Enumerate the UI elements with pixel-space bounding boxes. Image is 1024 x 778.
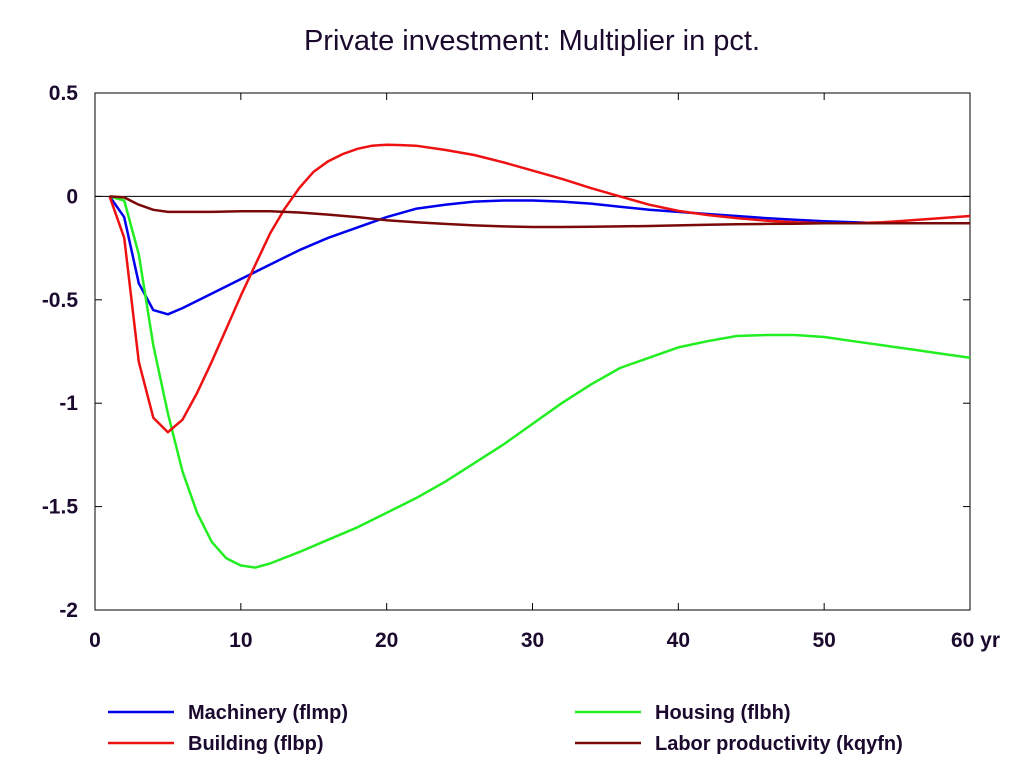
legend-label: Housing (flbh)	[655, 702, 791, 724]
legend: Machinery (flmp) Housing (flbh) Building (…	[108, 702, 903, 755]
series-line-1	[108, 195, 970, 316]
legend-label: Labor productivity (kqyfn)	[655, 733, 903, 755]
x-axis: 0 10 20 30 40 50 60 yr	[89, 93, 1000, 652]
y-tick-label: -1	[59, 392, 78, 415]
y-tick-label: 0.5	[49, 82, 79, 105]
x-tick-label: 40	[667, 629, 690, 652]
legend-label: Building (flbp)	[188, 733, 324, 755]
series-line-2	[109, 195, 971, 569]
x-tick-label: 10	[229, 629, 252, 652]
series-line-4	[109, 195, 970, 229]
legend-label: Machinery (flmp)	[188, 702, 348, 724]
y-tick-label: -1.5	[42, 496, 79, 519]
x-tick-label: 60 yr	[951, 629, 1000, 652]
y-tick-label: 0	[66, 185, 78, 208]
y-tick-label: -0.5	[42, 289, 79, 312]
y-tick-label: -2	[59, 599, 78, 622]
series-line-3	[108, 143, 971, 434]
x-tick-label: 50	[812, 629, 835, 652]
x-tick-label: 30	[521, 629, 544, 652]
y-axis: 0.5 0 -0.5 -1 -1.5 -2	[42, 82, 970, 622]
x-tick-label: 0	[89, 629, 101, 652]
series-lines	[108, 143, 971, 569]
x-tick-label: 20	[375, 629, 398, 652]
chart-title: Private investment: Multiplier in pct.	[304, 25, 760, 57]
